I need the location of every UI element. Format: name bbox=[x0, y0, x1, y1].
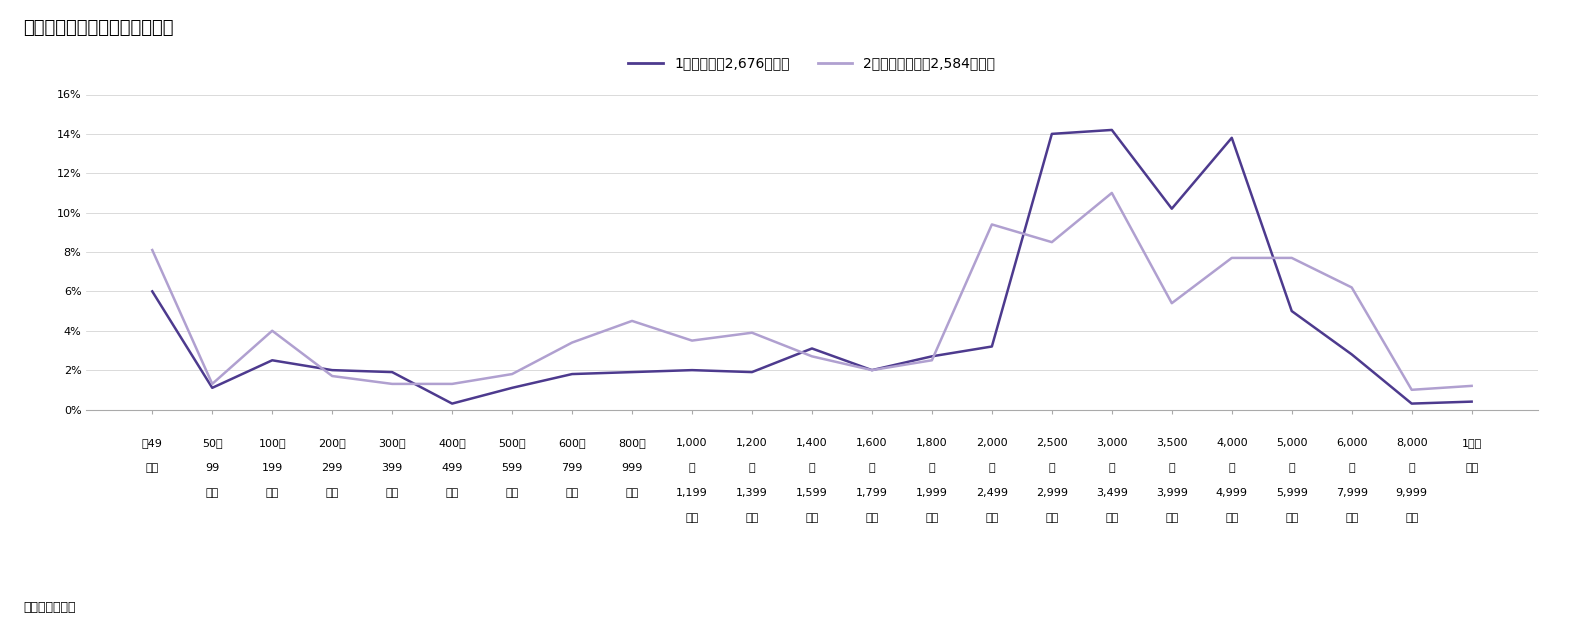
Text: 万円: 万円 bbox=[985, 513, 998, 524]
Text: 万円: 万円 bbox=[745, 513, 758, 524]
Text: 4,999: 4,999 bbox=[1216, 488, 1247, 498]
Text: 〜: 〜 bbox=[1169, 463, 1175, 473]
Text: 万円: 万円 bbox=[626, 488, 639, 498]
Text: 5,000: 5,000 bbox=[1276, 438, 1307, 448]
Text: 〜: 〜 bbox=[808, 463, 816, 473]
Text: 1,400: 1,400 bbox=[795, 438, 828, 448]
Text: 〜: 〜 bbox=[1109, 463, 1116, 473]
Text: 3,999: 3,999 bbox=[1156, 488, 1188, 498]
Text: 1,399: 1,399 bbox=[736, 488, 767, 498]
Text: 3,500: 3,500 bbox=[1156, 438, 1188, 448]
Text: 万円: 万円 bbox=[1105, 513, 1119, 524]
Text: 8,000: 8,000 bbox=[1396, 438, 1428, 448]
Text: 〜: 〜 bbox=[689, 463, 695, 473]
Text: 万円: 万円 bbox=[446, 488, 458, 498]
Text: 万円: 万円 bbox=[1045, 513, 1059, 524]
Text: 99: 99 bbox=[206, 463, 220, 473]
Text: 799: 799 bbox=[562, 463, 582, 473]
Text: 万円: 万円 bbox=[805, 513, 819, 524]
Text: 4,000: 4,000 bbox=[1216, 438, 1247, 448]
Text: 〜: 〜 bbox=[869, 463, 876, 473]
Text: 199: 199 bbox=[262, 463, 282, 473]
Text: 1億円: 1億円 bbox=[1462, 438, 1481, 448]
Text: 200〜: 200〜 bbox=[319, 438, 347, 448]
Text: 万円: 万円 bbox=[1166, 513, 1178, 524]
Text: 1,999: 1,999 bbox=[916, 488, 948, 498]
Text: 〜: 〜 bbox=[1229, 463, 1235, 473]
Text: 以上: 以上 bbox=[1465, 463, 1478, 473]
Text: 〜: 〜 bbox=[1048, 463, 1056, 473]
Legend: 1回目（平均2,676万円）, 2回目以上（平均2,584万円）: 1回目（平均2,676万円）, 2回目以上（平均2,584万円） bbox=[623, 51, 1001, 76]
Text: （注）不明除く: （注）不明除く bbox=[24, 601, 75, 614]
Text: 499: 499 bbox=[441, 463, 463, 473]
Text: 2,000: 2,000 bbox=[976, 438, 1007, 448]
Text: 万円: 万円 bbox=[146, 463, 158, 473]
Text: 万円: 万円 bbox=[926, 513, 938, 524]
Text: 1,199: 1,199 bbox=[676, 488, 708, 498]
Text: 5,999: 5,999 bbox=[1276, 488, 1307, 498]
Text: 500〜: 500〜 bbox=[499, 438, 526, 448]
Text: 万円: 万円 bbox=[206, 488, 218, 498]
Text: 万円: 万円 bbox=[1285, 513, 1299, 524]
Text: 〜: 〜 bbox=[748, 463, 755, 473]
Text: 1,800: 1,800 bbox=[916, 438, 948, 448]
Text: 3,499: 3,499 bbox=[1095, 488, 1128, 498]
Text: 9,999: 9,999 bbox=[1396, 488, 1428, 498]
Text: 〜: 〜 bbox=[988, 463, 995, 473]
Text: 万円: 万円 bbox=[505, 488, 519, 498]
Text: 万円: 万円 bbox=[565, 488, 579, 498]
Text: 万円: 万円 bbox=[265, 488, 279, 498]
Text: 万円: 万円 bbox=[866, 513, 879, 524]
Text: 3,000: 3,000 bbox=[1097, 438, 1128, 448]
Text: 50〜: 50〜 bbox=[202, 438, 223, 448]
Text: 万円: 万円 bbox=[1406, 513, 1418, 524]
Text: 図表４　取得回数別、取得費用: 図表４ 取得回数別、取得費用 bbox=[24, 19, 174, 37]
Text: 300〜: 300〜 bbox=[378, 438, 406, 448]
Text: 599: 599 bbox=[502, 463, 522, 473]
Text: 2,999: 2,999 bbox=[1036, 488, 1068, 498]
Text: 万円: 万円 bbox=[325, 488, 339, 498]
Text: 800〜: 800〜 bbox=[618, 438, 646, 448]
Text: 999: 999 bbox=[621, 463, 643, 473]
Text: 〜: 〜 bbox=[1348, 463, 1356, 473]
Text: 万円: 万円 bbox=[686, 513, 698, 524]
Text: 〜: 〜 bbox=[1409, 463, 1415, 473]
Text: 1,000: 1,000 bbox=[676, 438, 708, 448]
Text: 100〜: 100〜 bbox=[259, 438, 286, 448]
Text: 1,799: 1,799 bbox=[857, 488, 888, 498]
Text: 7,999: 7,999 bbox=[1335, 488, 1368, 498]
Text: 600〜: 600〜 bbox=[559, 438, 585, 448]
Text: 6,000: 6,000 bbox=[1335, 438, 1368, 448]
Text: 1,600: 1,600 bbox=[857, 438, 888, 448]
Text: 1,200: 1,200 bbox=[736, 438, 767, 448]
Text: 万円: 万円 bbox=[386, 488, 399, 498]
Text: 〜: 〜 bbox=[1288, 463, 1294, 473]
Text: 万円: 万円 bbox=[1225, 513, 1238, 524]
Text: 400〜: 400〜 bbox=[438, 438, 466, 448]
Text: 399: 399 bbox=[381, 463, 403, 473]
Text: 1,599: 1,599 bbox=[795, 488, 828, 498]
Text: 〜49: 〜49 bbox=[141, 438, 163, 448]
Text: 299: 299 bbox=[322, 463, 344, 473]
Text: 万円: 万円 bbox=[1345, 513, 1359, 524]
Text: 2,499: 2,499 bbox=[976, 488, 1007, 498]
Text: 2,500: 2,500 bbox=[1036, 438, 1067, 448]
Text: 〜: 〜 bbox=[929, 463, 935, 473]
